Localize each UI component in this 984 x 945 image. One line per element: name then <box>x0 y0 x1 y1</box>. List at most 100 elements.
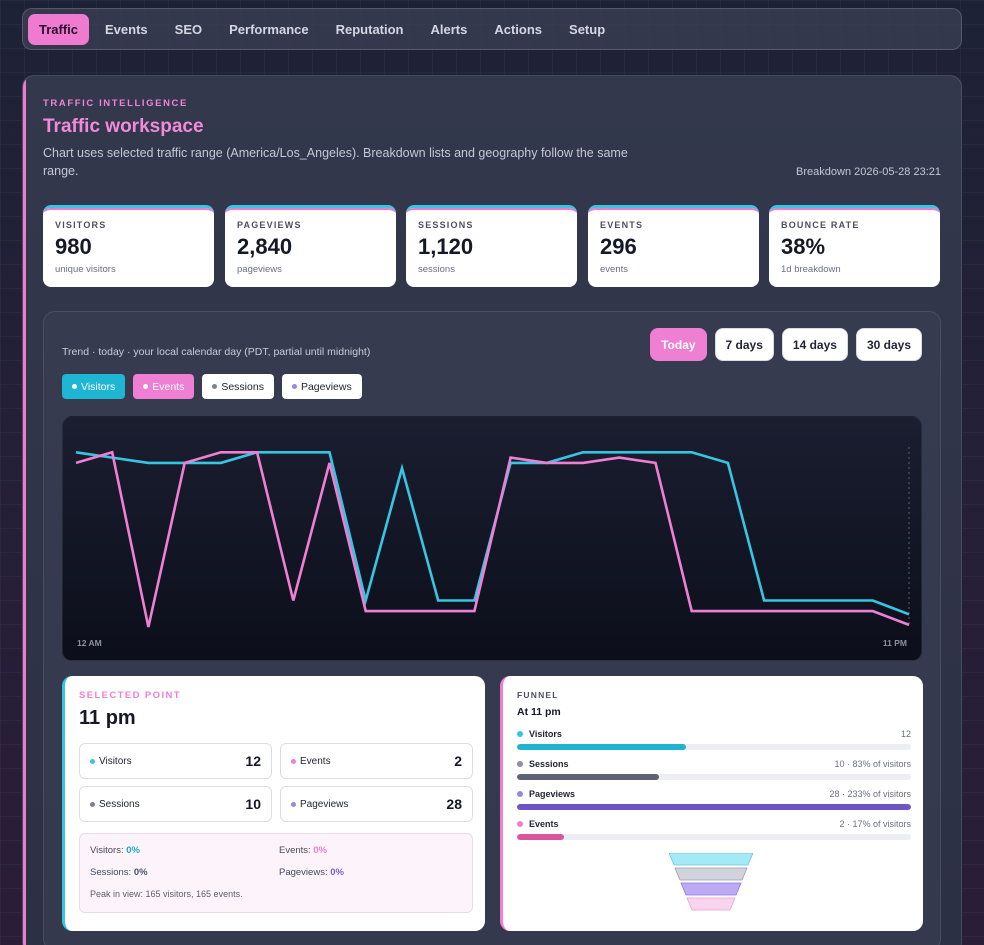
kpi-value: 296 <box>600 234 637 259</box>
delta-sessions: Sessions: 0% <box>90 867 148 878</box>
series-toggles: Visitors Events Sessions Pageviews <box>62 374 370 399</box>
page-subtitle: Chart uses selected traffic range (Ameri… <box>43 146 628 178</box>
delta-value: 0% <box>126 845 140 856</box>
metric-events: Events 2 <box>280 743 473 779</box>
funnel-track <box>517 744 911 750</box>
delta-label: Visitors: <box>90 845 124 856</box>
funnel-row-pageviews: Pageviews 28 · 233% of visitors <box>517 789 911 810</box>
toggle-label: Pageviews <box>300 380 352 393</box>
selected-point-time: 11 pm <box>79 707 136 729</box>
funnel-row-meta: 28 · 233% of visitors <box>829 789 911 799</box>
tab-reputation[interactable]: Reputation <box>335 21 404 37</box>
funnel-row-name: Events <box>529 819 559 829</box>
delta-label: Sessions: <box>90 867 132 878</box>
delta-value: 0% <box>313 845 328 856</box>
kpi-sub: 1d breakdown <box>781 264 841 275</box>
tab-events[interactable]: Events <box>105 21 148 37</box>
funnel-stage-pageviews <box>680 882 742 896</box>
funnel-track <box>517 834 911 840</box>
range-selector: Today 7 days 14 days 30 days <box>642 328 922 361</box>
kpi-value: 2,840 <box>237 234 293 259</box>
dot-icon <box>90 801 95 807</box>
dot-icon <box>72 384 77 389</box>
range-30-days-button[interactable]: 30 days <box>855 328 922 361</box>
funnel-fill-pageviews <box>517 804 911 810</box>
funnel-row-name: Pageviews <box>529 789 576 799</box>
x-tick-label-start: 12 AM <box>77 638 102 648</box>
selected-point-eyebrow: SELECTED POINT <box>79 690 181 701</box>
delta-visitors: Visitors: 0% <box>90 845 140 856</box>
tab-seo[interactable]: SEO <box>174 21 203 37</box>
funnel-title: At 11 pm <box>517 706 561 718</box>
trend-chart[interactable]: 12 AM 11 PM <box>62 416 922 661</box>
metric-value: 2 <box>454 753 462 769</box>
funnel-row-visitors: Visitors 12 <box>517 729 911 750</box>
toggle-events[interactable]: Events <box>133 374 195 399</box>
delta-value: 0% <box>330 867 344 878</box>
kpi-row: VISITORS 980 unique visitors PAGEVIEWS 2… <box>43 205 941 287</box>
delta-label: Events: <box>279 845 311 856</box>
funnel-row-events: Events 2 · 17% of visitors <box>517 819 911 840</box>
trend-label: Trend · today · your local calendar day … <box>62 346 371 358</box>
funnel-fill-visitors <box>517 744 687 750</box>
kpi-card-bounce-rate: BOUNCE RATE 38% 1d breakdown <box>769 205 940 287</box>
metric-value: 28 <box>446 796 462 812</box>
dot-icon <box>143 384 149 389</box>
kpi-card-visitors: VISITORS 980 unique visitors <box>43 205 214 287</box>
delta-events: Events: 0% <box>279 845 327 856</box>
panel-accent-bar <box>23 76 26 945</box>
tab-performance[interactable]: Performance <box>229 21 309 37</box>
tab-traffic[interactable]: Traffic <box>28 13 90 45</box>
funnel-graphic-icon <box>669 853 754 911</box>
kpi-value: 980 <box>55 234 92 259</box>
dot-icon <box>291 801 296 807</box>
dot-icon <box>517 821 523 827</box>
page-title: Traffic workspace <box>43 116 204 137</box>
kpi-card-pageviews: PAGEVIEWS 2,840 pageviews <box>225 205 396 287</box>
funnel-fill-events <box>517 834 565 840</box>
metric-name: Events <box>300 755 331 767</box>
tab-actions[interactable]: Actions <box>494 21 543 37</box>
toggle-visitors[interactable]: Visitors <box>62 374 126 399</box>
toggle-label: Events <box>152 380 185 393</box>
kpi-card-sessions: SESSIONS 1,120 sessions <box>406 205 577 287</box>
kpi-label: SESSIONS <box>418 220 474 230</box>
funnel-row-name: Visitors <box>529 729 562 739</box>
metric-value: 12 <box>245 753 261 769</box>
range-14-days-button[interactable]: 14 days <box>781 328 848 361</box>
series-line-events <box>75 450 910 628</box>
kpi-label: EVENTS <box>600 220 644 230</box>
delta-value: 0% <box>133 867 148 878</box>
kpi-sub: events <box>600 264 628 275</box>
delta-label: Pageviews: <box>279 867 328 878</box>
dot-icon <box>517 791 523 797</box>
metric-pageviews: Pageviews 28 <box>280 786 473 822</box>
dot-icon <box>291 758 296 764</box>
metric-sessions: Sessions 10 <box>79 786 272 822</box>
funnel-row-meta: 12 <box>900 729 911 739</box>
dot-icon <box>517 761 523 767</box>
breakdown-timestamp: Breakdown 2026-05-28 23:21 <box>796 166 941 178</box>
toggle-sessions[interactable]: Sessions <box>202 374 274 399</box>
range-7-days-button[interactable]: 7 days <box>714 328 774 361</box>
toggle-label: Sessions <box>221 380 264 393</box>
metric-name: Visitors <box>99 755 132 767</box>
kpi-label: PAGEVIEWS <box>237 220 302 230</box>
funnel-track <box>517 804 911 810</box>
funnel-stage-visitors <box>669 853 754 866</box>
selected-point-card: SELECTED POINT 11 pm Visitors 12 Events … <box>62 676 485 931</box>
toggle-pageviews[interactable]: Pageviews <box>281 374 362 399</box>
delta-pageviews: Pageviews: 0% <box>279 867 344 878</box>
funnel-track <box>517 774 911 780</box>
range-today-button[interactable]: Today <box>650 328 707 361</box>
dot-icon <box>90 758 95 764</box>
section-eyebrow: TRAFFIC INTELLIGENCE <box>43 98 188 109</box>
tab-setup[interactable]: Setup <box>569 21 606 37</box>
funnel-card: FUNNEL At 11 pm Visitors 12 Sessions 10 … <box>500 676 923 931</box>
tab-alerts[interactable]: Alerts <box>430 21 468 37</box>
dot-icon <box>291 384 297 389</box>
funnel-row-sessions: Sessions 10 · 83% of visitors <box>517 759 911 780</box>
kpi-sub: unique visitors <box>55 264 116 275</box>
kpi-label: VISITORS <box>55 220 107 230</box>
kpi-label: BOUNCE RATE <box>781 220 860 230</box>
